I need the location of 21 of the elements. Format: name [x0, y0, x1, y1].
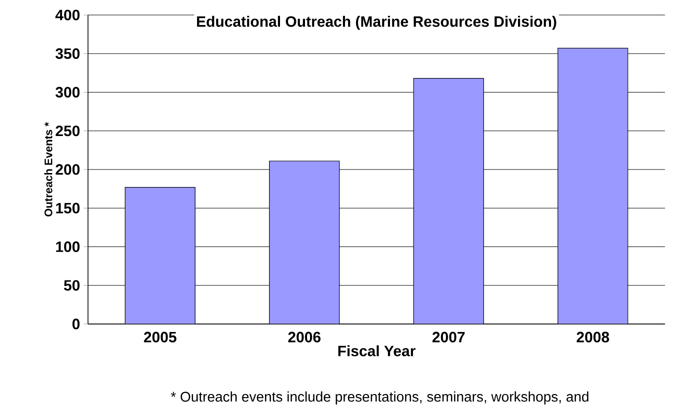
bar [269, 160, 340, 324]
y-tick-label: 400 [55, 10, 80, 20]
x-tick-label: 2008 [576, 332, 610, 342]
y-tick-label: 350 [56, 48, 80, 59]
y-tick-label: 250 [56, 126, 80, 136]
x-tick-label: 2005 [144, 332, 176, 342]
bar [558, 48, 628, 324]
bar [413, 78, 484, 324]
y-tick-label: 0 [72, 318, 80, 330]
x-tick-label: 2006 [288, 332, 321, 342]
y-tick-label: 50 [64, 280, 80, 291]
bar [124, 186, 196, 324]
chart-title: Educational Outreach (Marine Resources Division) [197, 16, 556, 30]
y-tick-label: 300 [56, 86, 80, 98]
y-tick-label: 150 [56, 202, 80, 214]
y-axis-title: Outreach Events * [44, 122, 52, 216]
x-axis-title: Fiscal Year [338, 345, 416, 356]
x-tick-label: 2007 [432, 332, 465, 342]
text: * Outreach events include presentations, seminars, workshops, and [170, 391, 588, 404]
y-tick-label: 200 [56, 164, 80, 175]
y-tick-label: 100 [56, 241, 80, 252]
